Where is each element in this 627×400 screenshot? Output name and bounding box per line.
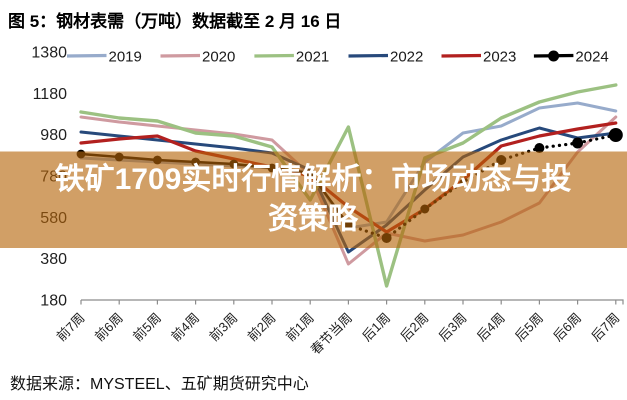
svg-text:380: 380 (40, 251, 67, 268)
svg-text:前3周: 前3周 (206, 310, 240, 344)
svg-text:后7周: 后7周 (588, 310, 622, 344)
svg-text:980: 980 (40, 127, 67, 144)
svg-text:后1周: 后1周 (359, 310, 393, 344)
svg-text:前5周: 前5周 (130, 310, 164, 344)
svg-text:后4周: 后4周 (474, 310, 508, 344)
svg-text:2024: 2024 (575, 49, 608, 66)
svg-text:前6周: 前6周 (92, 310, 126, 344)
svg-text:铁矿1709实时行情解析：市场动态与投: 铁矿1709实时行情解析：市场动态与投 (55, 162, 572, 196)
svg-text:180: 180 (40, 293, 67, 310)
svg-text:2019: 2019 (109, 49, 142, 66)
svg-text:前1周: 前1周 (283, 310, 317, 344)
svg-text:2020: 2020 (202, 49, 235, 66)
svg-text:2022: 2022 (390, 49, 423, 66)
svg-text:1180: 1180 (33, 86, 68, 103)
svg-text:1380: 1380 (31, 45, 67, 62)
svg-text:后6周: 后6周 (550, 310, 584, 344)
svg-text:前2周: 前2周 (245, 310, 279, 344)
svg-text:2021: 2021 (296, 49, 329, 66)
svg-text:后5周: 后5周 (512, 310, 546, 344)
svg-text:2023: 2023 (483, 49, 516, 66)
svg-text:后3周: 后3周 (436, 310, 470, 344)
svg-text:前7周: 前7周 (54, 310, 88, 344)
svg-text:资策略: 资策略 (268, 202, 359, 236)
svg-text:前4周: 前4周 (168, 310, 202, 344)
svg-text:后2周: 后2周 (397, 310, 431, 344)
svg-text:春节当周: 春节当周 (308, 310, 355, 357)
